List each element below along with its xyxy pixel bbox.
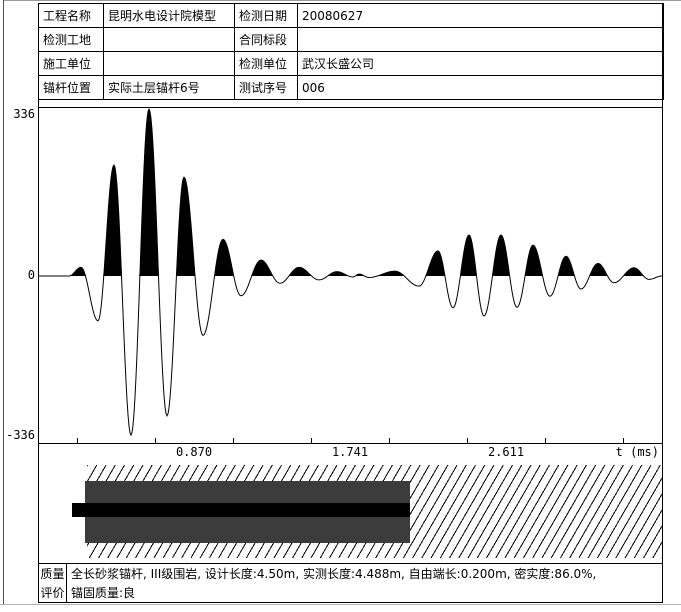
cell-value: 武汉长盛公司 bbox=[297, 51, 664, 76]
project-info-table: 工程名称 昆明水电设计院模型 检测日期 20080627 检测工地 合同标段 施… bbox=[38, 3, 664, 100]
x-axis-tick-label: 1.741 bbox=[331, 445, 369, 459]
anchor-rod-bar bbox=[72, 503, 410, 517]
waveform-line-path bbox=[39, 107, 662, 437]
waveform-svg bbox=[39, 107, 662, 444]
cell-value bbox=[103, 51, 235, 76]
quality-summary: 全长砂浆锚杆, III级围岩, 设计长度:4.50m, 实测长度:4.488m,… bbox=[67, 564, 662, 603]
cell-label: 合同标段 bbox=[234, 27, 298, 52]
quality-row-label: 质量 评价 bbox=[39, 564, 67, 603]
x-axis-labels: 0.870 1.741 2.611 t (ms) bbox=[39, 445, 662, 461]
table-row: 锚杆位置 实际土层锚杆6号 测试序号 006 bbox=[38, 75, 664, 100]
cell-label: 检测工地 bbox=[38, 27, 104, 52]
window-top-edge bbox=[3, 0, 681, 1]
quality-row-label-line1: 质量 bbox=[40, 567, 65, 581]
y-axis-label-max: 336 bbox=[13, 107, 35, 121]
cell-value: 006 bbox=[297, 75, 664, 100]
cell-label: 锚杆位置 bbox=[38, 75, 104, 100]
x-axis-tick-label: 0.870 bbox=[175, 445, 213, 459]
window-left-edge bbox=[3, 0, 4, 604]
table-row: 工程名称 昆明水电设计院模型 检测日期 20080627 bbox=[38, 3, 664, 28]
waveform-fill-path bbox=[39, 109, 662, 276]
cell-label: 检测日期 bbox=[234, 3, 298, 28]
cell-value: 昆明水电设计院模型 bbox=[103, 3, 235, 28]
quality-row-label-line2: 评价 bbox=[40, 586, 65, 600]
y-axis-label-zero: 0 bbox=[27, 268, 35, 282]
cell-value: 20080627 bbox=[297, 3, 664, 28]
y-axis-label-min: -336 bbox=[6, 428, 35, 442]
cell-value bbox=[297, 27, 664, 52]
report-content-box: 工程名称 昆明水电设计院模型 检测日期 20080627 检测工地 合同标段 施… bbox=[38, 3, 664, 603]
quality-summary-line2: 锚固质量:良 bbox=[71, 586, 136, 600]
table-row: 施工单位 检测单位 武汉长盛公司 bbox=[38, 51, 664, 76]
quality-summary-line1: 全长砂浆锚杆, III级围岩, 设计长度:4.50m, 实测长度:4.488m,… bbox=[71, 567, 597, 581]
waveform-chart bbox=[39, 107, 662, 444]
cell-label: 施工单位 bbox=[38, 51, 104, 76]
x-axis-tick-label: 2.611 bbox=[487, 445, 525, 459]
quality-evaluation-table: 质量 评价 全长砂浆锚杆, III级围岩, 设计长度:4.50m, 实测长度:4… bbox=[39, 563, 662, 603]
cell-value: 实际土层锚杆6号 bbox=[103, 75, 235, 100]
x-axis-unit-label: t (ms) bbox=[615, 445, 659, 459]
cell-label: 测试序号 bbox=[234, 75, 298, 100]
cell-label: 工程名称 bbox=[38, 3, 104, 28]
x-axis-ticks bbox=[77, 438, 624, 443]
cell-label: 检测单位 bbox=[234, 51, 298, 76]
table-row: 检测工地 合同标段 bbox=[38, 27, 664, 52]
cell-value bbox=[103, 27, 235, 52]
window-bottom-edge bbox=[0, 604, 681, 605]
